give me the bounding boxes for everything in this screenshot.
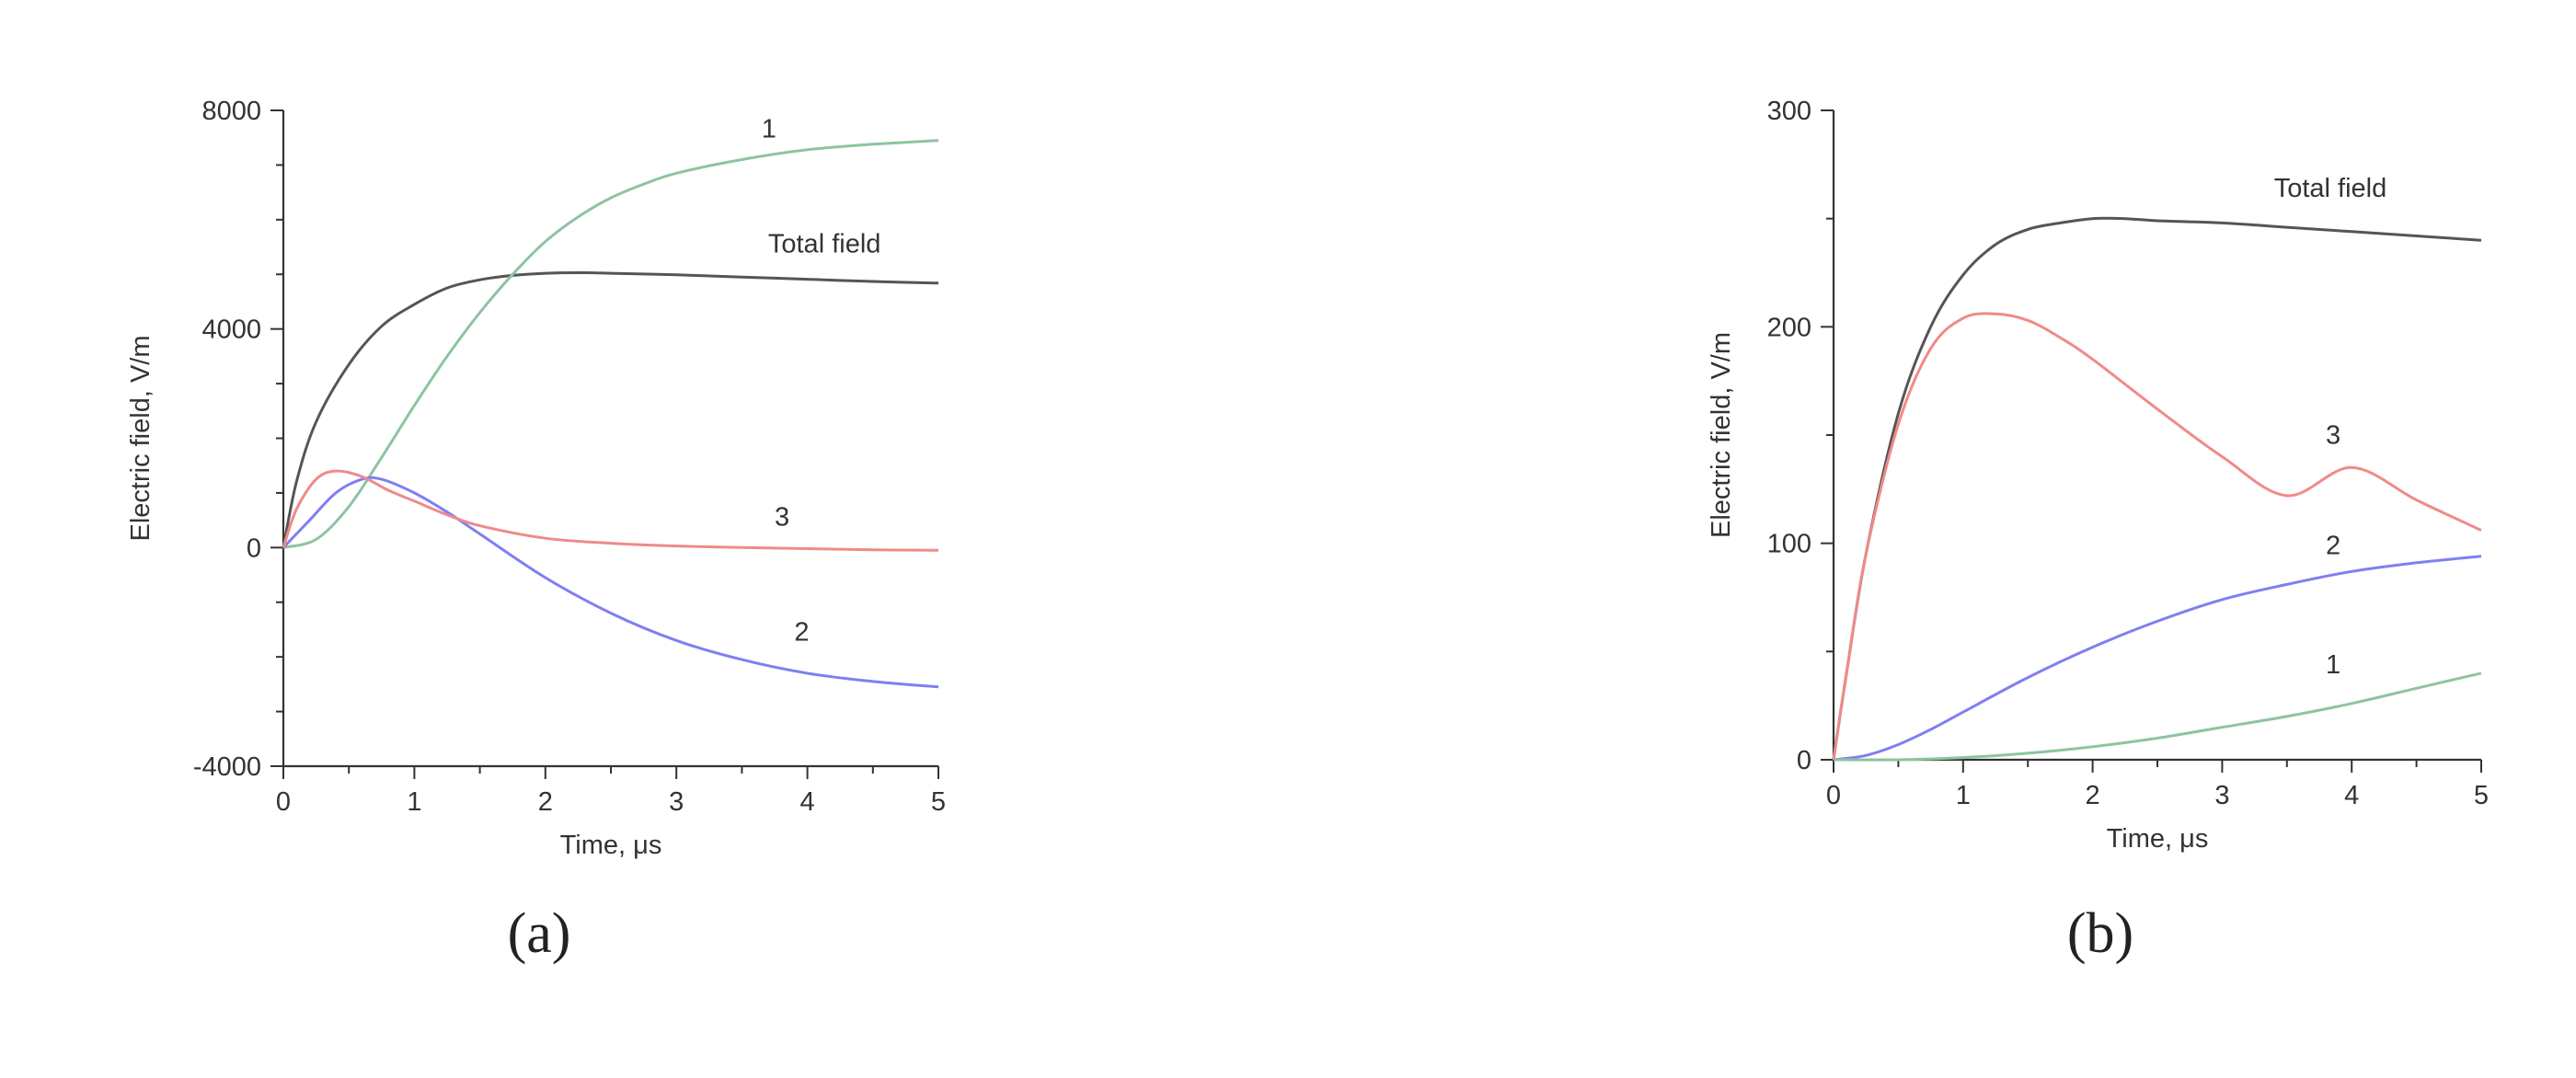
y-tick-label: 100 [1767, 530, 1811, 559]
x-tick-label: 2 [538, 787, 553, 817]
y-tick-label: 4000 [201, 315, 261, 345]
x-tick-label: 5 [931, 787, 946, 817]
y-tick-label: -4000 [193, 752, 261, 782]
x-tick-label: 2 [2086, 781, 2100, 810]
y-tick-label: 8000 [201, 97, 261, 126]
series-line-3 [1832, 312, 2482, 761]
series-line-total-field [282, 270, 939, 548]
series-line-1 [282, 139, 939, 549]
curve-label: 3 [2326, 420, 2340, 450]
series-line-2 [1833, 555, 2482, 762]
y-tick-label: 200 [1767, 313, 1811, 342]
y-tick-label: 300 [1767, 97, 1811, 126]
x-tick-label: 3 [669, 787, 684, 817]
panel-label: (a) [508, 902, 571, 965]
x-axis-title: Time, μs [2107, 824, 2209, 854]
curve-label: Total field [768, 229, 881, 258]
panel-label: (b) [2067, 902, 2133, 965]
x-tick-label: 0 [276, 787, 291, 817]
x-tick-label: 5 [2474, 781, 2489, 810]
series-line-2 [282, 476, 939, 689]
series-line-3 [282, 469, 939, 552]
x-tick-label: 1 [1956, 781, 1971, 810]
curve-label: 2 [794, 617, 809, 647]
x-tick-label: 0 [1826, 781, 1841, 810]
curve-label: 2 [2326, 531, 2340, 560]
series-line-total-field [1832, 216, 2482, 761]
x-axis-title: Time, μs [560, 831, 662, 860]
panel-b: 0 1 2 3 4 5 0 100 200 300 Time, μs Electric field, … [1707, 97, 2489, 965]
x-tick-label: 3 [2214, 781, 2229, 810]
panel-a: 0 1 2 3 4 5 -4000 0 4000 8000 Time, μs Electric fie… [126, 97, 946, 965]
y-tick-label: 0 [247, 533, 261, 563]
curve-label: 1 [762, 115, 776, 144]
x-tick-label: 4 [800, 787, 815, 817]
x-tick-label: 1 [407, 787, 421, 817]
curve-label: 3 [775, 503, 789, 533]
y-axis-title: Electric field, V/m [1707, 332, 1736, 538]
y-axis-title: Electric field, V/m [126, 336, 155, 542]
x-tick-label: 4 [2344, 781, 2359, 810]
y-tick-label: 0 [1797, 746, 1811, 775]
series-line-1 [1833, 671, 2482, 762]
curve-label: Total field [2274, 174, 2387, 203]
curve-label: 1 [2326, 650, 2340, 680]
